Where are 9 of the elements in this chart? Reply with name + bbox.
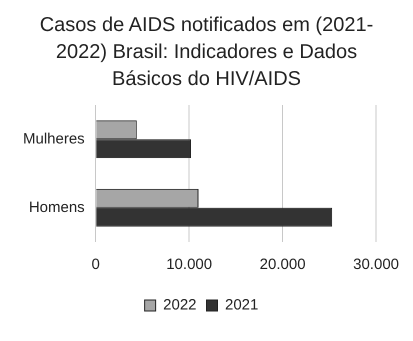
y-tick-label: Homens	[28, 198, 85, 216]
x-tick-label: 10.000	[166, 256, 212, 274]
x-tick-label: 0	[92, 256, 100, 274]
legend-label: 2022	[163, 296, 197, 314]
x-tick-label: 30.000	[353, 256, 400, 274]
legend-label: 2021	[225, 296, 258, 314]
x-tick-label: 20.000	[260, 256, 306, 274]
chart-title: Casos de AIDS notificados em (2021-2022) Brasil: Indicadores e Dados Básicos do HIV/AIDS	[38, 13, 374, 92]
y-tick-label: Mulheres	[22, 130, 85, 148]
